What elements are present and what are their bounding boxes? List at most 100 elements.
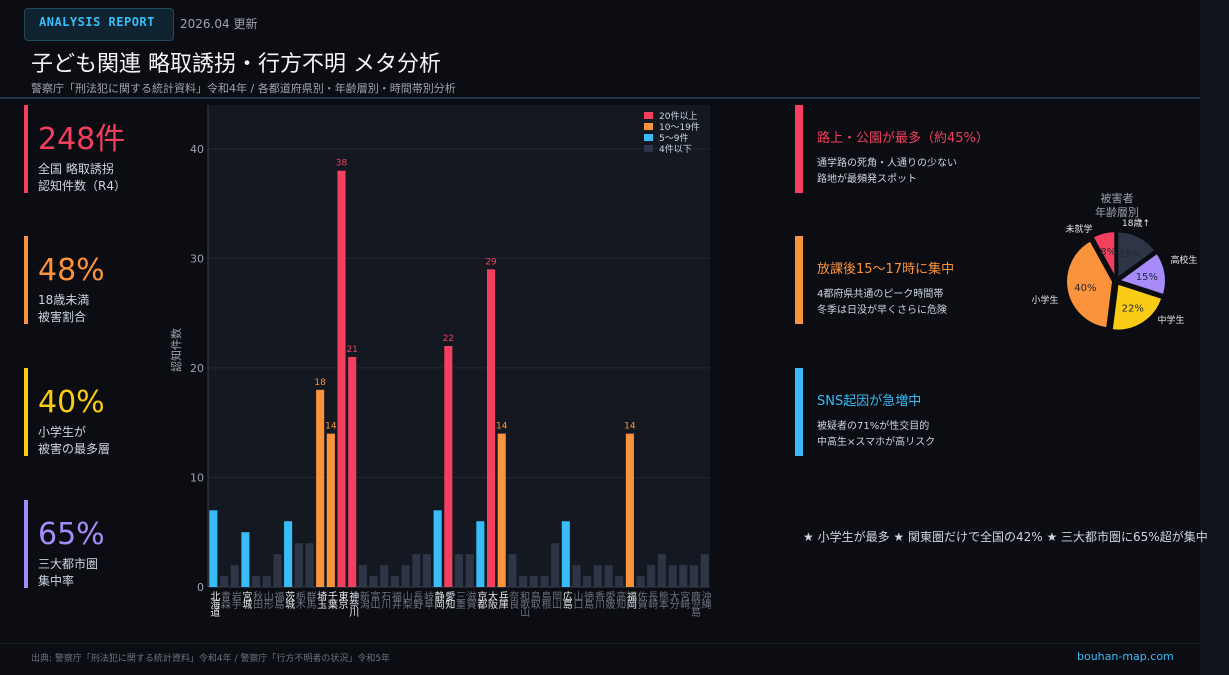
bar-滋賀: [465, 554, 474, 587]
insight-title: 路上・公園が最多（約45%）: [817, 131, 989, 146]
kpi-label: 小学生が 被害の最多層: [38, 425, 111, 456]
footer-divider: [0, 643, 1200, 644]
x-tick-label: 鳥取: [528, 590, 540, 610]
x-tick-label: 福岡: [624, 590, 636, 610]
bar-data-label: 38: [336, 159, 348, 169]
x-tick-label: 静岡: [432, 590, 444, 610]
page-title: 子ども関連 略取誘拐・行方不明 メタ分析: [31, 52, 441, 77]
bar-千葉: [326, 433, 335, 587]
bar-宮崎: [679, 565, 688, 587]
x-tick-label: 宮城: [240, 590, 252, 610]
bar-京都: [476, 521, 485, 587]
pie-slice-label: 高校生: [1170, 254, 1197, 266]
x-tick-label: 埼玉: [315, 590, 327, 609]
pie-slice-value: 22%: [1122, 303, 1144, 314]
y-tick-label: 10: [190, 471, 204, 484]
pie-slice-未就学: [1091, 230, 1117, 279]
x-tick-label: 三重: [454, 591, 466, 609]
x-tick-label: 岡山: [550, 591, 562, 609]
x-tick-label: 徳島: [582, 590, 594, 610]
legend-label: 4件以下: [659, 143, 692, 155]
bar-愛媛: [604, 565, 613, 587]
bar-三重: [454, 554, 464, 587]
bar-北海道: [209, 510, 218, 587]
kpi-card: 248件 全国 略取誘拐 認知件数（R4）: [24, 105, 194, 193]
bar-data-label: 29: [485, 257, 497, 267]
bar-佐賀: [636, 576, 645, 587]
x-tick-label: 宮崎: [678, 590, 690, 609]
x-tick-label: 滋賀: [464, 590, 476, 610]
site-link[interactable]: bouhan-map.com: [1077, 650, 1174, 663]
x-tick-label: 群馬: [304, 590, 316, 610]
bar-data-label: 18: [314, 378, 326, 388]
pie-slice-label: 18歳↑: [1122, 217, 1150, 229]
x-tick-label: 山形: [261, 591, 273, 610]
insight-card: SNS起因が急増中 被疑者の71%が性交目的 中高生×スマホが高リスク: [795, 368, 1025, 456]
bar-福岡: [625, 433, 634, 587]
legend-swatch: [644, 123, 653, 130]
pie-slice-小学生: [1065, 239, 1115, 330]
bar-岩手: [230, 565, 239, 587]
kpi-accent-bar: [24, 236, 28, 324]
legend-swatch: [644, 112, 653, 119]
bar-新潟: [358, 565, 367, 587]
bar-高知: [615, 576, 624, 587]
x-tick-label: 長崎: [646, 591, 658, 609]
bar-data-label: 21: [346, 345, 357, 355]
x-tick-label: 福島: [272, 590, 284, 610]
bar-愛知: [444, 346, 453, 587]
x-tick-label: 長野: [411, 591, 423, 609]
bar-兵庫: [497, 433, 506, 587]
bar-香川: [593, 565, 602, 587]
insight-title: SNS起因が急増中: [817, 394, 922, 409]
pie-slice-value: 15%: [1136, 272, 1158, 283]
bar-岡山: [551, 543, 560, 587]
x-tick-label: 沖縄: [699, 590, 711, 609]
x-tick-label: 島根: [539, 590, 551, 610]
x-tick-label: 香川: [592, 591, 604, 609]
pie-slice-中学生: [1110, 282, 1164, 332]
bar-宮城: [241, 532, 250, 587]
y-tick-label: 0: [197, 581, 204, 594]
insight-text: 通学路の死角・人通りの少ない 路地が最頻発スポット: [817, 158, 957, 185]
x-tick-label: 岐阜: [421, 590, 433, 610]
bar-data-label: 22: [443, 334, 454, 344]
kpi-accent-bar: [24, 368, 28, 456]
bar-島根: [540, 576, 549, 587]
kpi-value: 65%: [38, 517, 105, 552]
x-tick-label: 広島: [560, 590, 572, 610]
x-tick-label: 千葉: [325, 591, 337, 610]
x-tick-label: 奈良: [507, 590, 519, 610]
bar-大分: [668, 565, 677, 587]
bar-data-label: 14: [325, 422, 337, 432]
x-tick-label: 福井: [389, 590, 401, 610]
x-tick-label: 和歌山: [518, 591, 530, 617]
x-tick-label: 岩手: [229, 590, 241, 610]
pie-slice-value: 40%: [1074, 283, 1096, 294]
x-tick-label: 佐賀: [635, 591, 647, 610]
insight-accent-bar: [795, 236, 803, 324]
legend-label: 5〜9件: [659, 132, 688, 144]
x-tick-label: 秋田: [251, 590, 263, 609]
x-tick-label: 山口: [571, 591, 582, 609]
x-tick-label: 北海道: [208, 591, 220, 617]
pie-slice-label: 未就学: [1065, 223, 1092, 235]
bar-岐阜: [422, 554, 431, 587]
bar-奈良: [508, 554, 517, 587]
bar-富山: [369, 576, 378, 587]
bar-群馬: [305, 543, 314, 587]
bar-栃木: [294, 543, 303, 587]
y-tick-label: 30: [190, 252, 204, 265]
highlights-ticker: ★ 小学生が最多 ★ 関東圏だけで全国の42% ★ 三大都市圏に65%超が集中: [803, 530, 1208, 544]
header-divider: [0, 97, 1200, 99]
bar-鹿児島: [689, 565, 699, 587]
pie-slice-label: 小学生: [1031, 294, 1058, 306]
bar-埼玉: [316, 389, 325, 587]
pie-slice-label: 中学生: [1157, 314, 1184, 326]
source-note: 出典: 警察庁「刑法犯に関する統計資料」令和4年 / 警察庁「行方不明者の状況」…: [31, 654, 391, 664]
x-tick-label: 富山: [368, 590, 380, 609]
pie-slice-高校生: [1116, 251, 1167, 297]
bar-和歌山: [519, 576, 528, 587]
bar-長野: [412, 554, 421, 587]
